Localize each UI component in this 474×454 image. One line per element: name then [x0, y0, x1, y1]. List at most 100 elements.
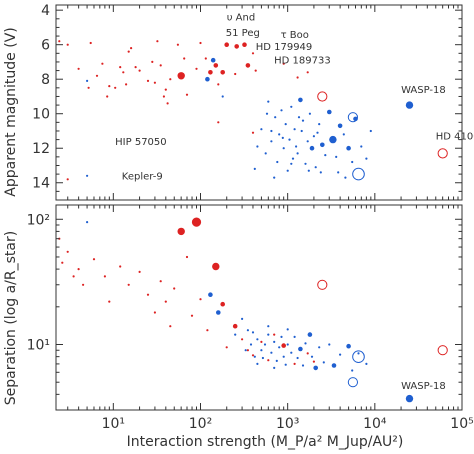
data-point-red	[185, 93, 189, 96]
data-point-blue	[405, 394, 414, 403]
data-point-blue	[267, 325, 270, 328]
data-point-blue	[301, 364, 305, 367]
data-point-red	[190, 314, 194, 317]
data-point-red	[66, 178, 69, 181]
data-point-red	[159, 64, 162, 67]
data-point-blue	[282, 355, 285, 358]
data-point-blue	[293, 128, 296, 131]
plot-frame	[55, 204, 463, 411]
data-point-red	[246, 349, 249, 352]
data-point-blue	[297, 116, 301, 119]
data-point-red	[164, 88, 167, 91]
x-tick-label: 10¹	[102, 416, 125, 432]
data-point-red	[306, 352, 309, 355]
data-point-blue	[337, 171, 340, 174]
data-point-red	[114, 86, 117, 89]
data-point-blue	[256, 338, 259, 341]
data-point-red	[169, 325, 172, 328]
data-point-blue	[365, 362, 368, 365]
data-point-red	[166, 102, 169, 105]
data-point-blue	[86, 221, 89, 224]
data-point-red	[89, 41, 92, 45]
data-point-blue	[324, 154, 327, 157]
data-point-red	[217, 121, 220, 124]
data-point-blue	[253, 167, 256, 170]
data-point-red-open	[437, 148, 448, 159]
data-point-blue	[244, 349, 247, 352]
data-point-blue	[318, 123, 321, 126]
data-point-blue	[208, 292, 213, 298]
data-point-blue	[246, 329, 249, 332]
data-point-blue	[265, 112, 269, 115]
data-point-red-open	[437, 345, 448, 356]
data-point-blue	[278, 346, 281, 349]
data-point-red	[204, 57, 207, 60]
x-tick-label: 10⁴	[363, 416, 387, 432]
data-point-red	[232, 323, 238, 329]
data-point-blue	[273, 340, 276, 343]
data-point-red	[162, 95, 165, 98]
data-point-red	[146, 79, 150, 82]
data-point-blue	[293, 335, 296, 338]
data-point-red	[199, 298, 202, 301]
data-point-red	[177, 72, 185, 80]
data-point-blue	[273, 366, 276, 369]
data-point-red	[103, 275, 106, 278]
data-point-blue	[270, 140, 273, 143]
data-point-blue	[296, 152, 299, 155]
data-point-blue	[331, 363, 337, 368]
data-point-red	[87, 86, 90, 89]
data-point-blue	[327, 109, 332, 115]
data-point-blue	[291, 157, 295, 160]
data-point-red	[260, 340, 263, 343]
data-point-red	[195, 67, 198, 70]
data-point-blue	[290, 351, 293, 354]
data-point-blue	[301, 119, 305, 122]
data-point-red	[119, 66, 122, 69]
annotation-label: υ And	[227, 13, 256, 24]
data-point-blue	[335, 155, 338, 158]
data-point-blue	[290, 162, 293, 165]
data-point-red	[82, 283, 85, 286]
data-point-blue	[314, 166, 317, 169]
data-point-red	[95, 74, 99, 77]
data-point-red	[146, 293, 150, 296]
data-point-red	[293, 362, 296, 365]
y-tick-label: 8	[41, 72, 50, 88]
data-point-red	[208, 70, 213, 75]
data-point-blue	[253, 355, 256, 358]
data-point-red	[106, 95, 109, 98]
data-point-blue	[339, 353, 342, 356]
data-point-red-open	[317, 91, 328, 102]
data-point-blue	[241, 317, 244, 320]
data-point-blue	[270, 129, 273, 133]
data-point-blue	[298, 346, 303, 352]
data-point-blue	[273, 176, 276, 179]
data-point-blue	[307, 169, 310, 172]
data-point-blue	[300, 129, 303, 133]
data-point-red	[296, 76, 299, 79]
data-point-blue	[216, 310, 221, 315]
data-point-red	[251, 52, 255, 55]
y-axis-label-top: Apparent magnitude (V)	[3, 27, 19, 196]
annotation-label: τ Boo	[281, 30, 309, 41]
data-point-red	[153, 311, 156, 314]
data-point-red	[101, 62, 104, 65]
data-point-blue	[278, 133, 281, 136]
data-point-blue	[282, 147, 285, 150]
data-point-red	[220, 70, 225, 75]
data-point-red	[251, 131, 255, 134]
data-point-blue	[316, 131, 319, 134]
y-tick-label: 12	[32, 141, 50, 157]
data-point-blue	[360, 145, 363, 148]
data-point-blue	[308, 112, 311, 115]
data-point-red	[108, 300, 111, 303]
data-point-red	[164, 300, 167, 303]
data-point-red	[206, 329, 209, 332]
data-point-blue	[267, 100, 270, 103]
y-tick-label: 14	[32, 176, 50, 192]
data-point-blue	[249, 343, 253, 346]
data-point-red	[66, 250, 69, 253]
data-point-red	[66, 43, 69, 46]
data-point-blue	[256, 145, 259, 148]
